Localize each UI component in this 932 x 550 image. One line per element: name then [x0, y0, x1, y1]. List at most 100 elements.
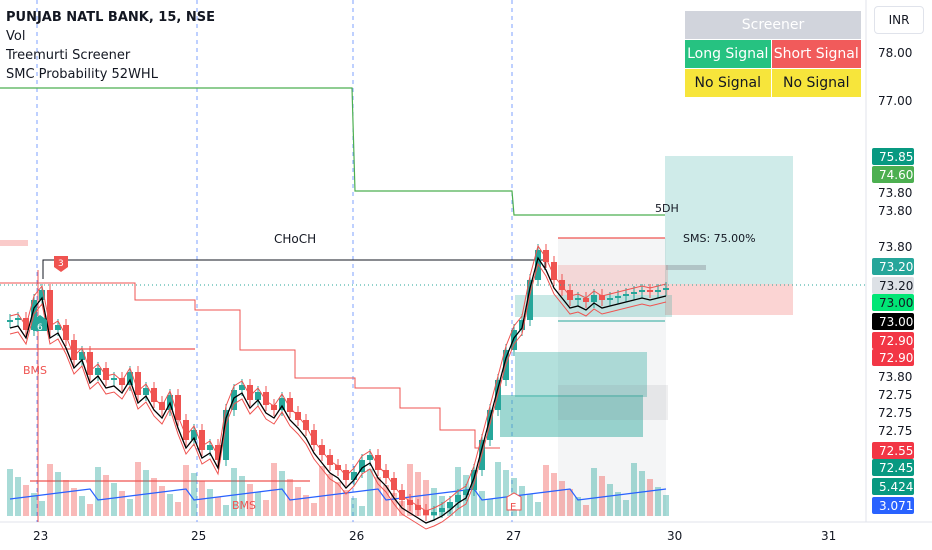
volume-bar [79, 496, 85, 516]
marker-e[interactable]: E [506, 492, 522, 513]
price-badge [872, 478, 914, 495]
price-badge-label: 72.90 [879, 351, 913, 365]
candle-body [431, 512, 437, 515]
price-badge [872, 148, 914, 165]
candle-body [471, 470, 477, 490]
currency-button[interactable]: INR [874, 6, 924, 34]
candle-body [399, 490, 405, 500]
time-tick: 27 [506, 529, 521, 543]
volume-bar [263, 500, 269, 516]
envelope-upper [9, 244, 667, 512]
candle-body [39, 290, 45, 300]
indicator-smc[interactable]: SMC Probability 52WHL [6, 67, 158, 82]
volume-ma-line [9, 488, 667, 501]
volume-bar [311, 503, 317, 516]
time-axis[interactable]: 23 25 26 27 30 31 [33, 529, 836, 543]
candle-body [327, 455, 333, 465]
price-badge [872, 294, 914, 311]
candle-body [623, 294, 629, 296]
candle-body [423, 510, 429, 515]
volume-bar [47, 464, 53, 516]
price-badge-label: 75.85 [879, 150, 913, 164]
candle-body [271, 405, 277, 410]
volume-bar [407, 464, 413, 516]
volume-bar [479, 491, 485, 516]
candle-body [175, 395, 181, 420]
volume-bar [135, 462, 141, 516]
price-axis[interactable]: 78.00 77.00 73.80 73.80 73.80 73.80 72.75 72.75… [878, 46, 912, 438]
price-badge [872, 313, 914, 330]
trailing-stop-line [0, 282, 500, 449]
candle-body [63, 325, 69, 340]
demand-zone-2 [515, 352, 647, 397]
volume-bar [367, 469, 373, 516]
candle-body [543, 250, 549, 262]
target-tag [666, 265, 706, 270]
candle-body [23, 318, 29, 330]
price-tick: 77.00 [878, 94, 912, 108]
time-tick: 26 [349, 529, 364, 543]
volume-bar [127, 499, 133, 516]
price-badge [872, 459, 914, 476]
pink-strip [0, 240, 28, 246]
volume-bar [559, 481, 565, 516]
candle-body [335, 465, 341, 470]
volume-bar [95, 467, 101, 516]
candle-body [319, 445, 325, 455]
marker-6[interactable]: 6 [33, 315, 47, 333]
time-tick: 25 [191, 529, 206, 543]
indicator-vol[interactable]: Vol [6, 29, 26, 44]
short-signal-status: No Signal [770, 68, 863, 98]
volume-bar [583, 505, 589, 516]
volume-bar [503, 470, 509, 516]
target-zone [665, 156, 793, 284]
symbol-title[interactable]: PUNJAB NATL BANK, 15, NSE [6, 10, 215, 25]
moving-average-line [9, 256, 667, 524]
volume-bar [551, 473, 557, 516]
candle-body [127, 372, 133, 385]
price-tick: 73.80 [878, 370, 912, 384]
volume-bar [343, 490, 349, 516]
candle-body [71, 340, 77, 360]
price-badge-label: 73.20 [879, 279, 913, 293]
price-badge [872, 277, 914, 294]
indicator-treemurti[interactable]: Treemurti Screener [6, 48, 131, 63]
price-badge [872, 166, 914, 183]
candle-body [55, 325, 61, 330]
volume-bar [647, 479, 653, 516]
candle-body [191, 430, 197, 440]
volume-bar [55, 472, 61, 516]
price-badge-label: 5.424M [879, 480, 924, 494]
candle-body [455, 495, 461, 502]
svg-text:E: E [510, 502, 516, 513]
candle-body [95, 368, 101, 375]
candle-body [215, 445, 221, 460]
volume-bar [615, 492, 621, 516]
short-signal-header: Short Signal [770, 39, 863, 69]
candle-body [351, 472, 357, 480]
candle-body [239, 385, 245, 390]
candle-body [551, 262, 557, 280]
candle-body [655, 290, 661, 292]
volume-bar [351, 498, 357, 516]
candle-body [247, 385, 253, 400]
volume-bar [431, 488, 437, 516]
candle-body [439, 508, 445, 512]
volume-bar [255, 492, 261, 516]
five-day-high-line [0, 87, 665, 216]
candle-body [303, 420, 309, 430]
volume-bar [247, 484, 253, 516]
price-badge [872, 332, 914, 349]
candle-body [511, 330, 517, 350]
price-badge-label: 72.90 [879, 334, 913, 348]
candle-body [527, 280, 533, 320]
candle-body [607, 298, 613, 300]
marker-3[interactable]: 3 [54, 256, 68, 272]
time-tick: 31 [821, 529, 836, 543]
candle-body [599, 295, 605, 300]
volume-bar [287, 479, 293, 516]
volume-bar [487, 499, 493, 516]
gray-range-box [558, 238, 666, 516]
price-badge-label: 73.00 [879, 296, 913, 310]
